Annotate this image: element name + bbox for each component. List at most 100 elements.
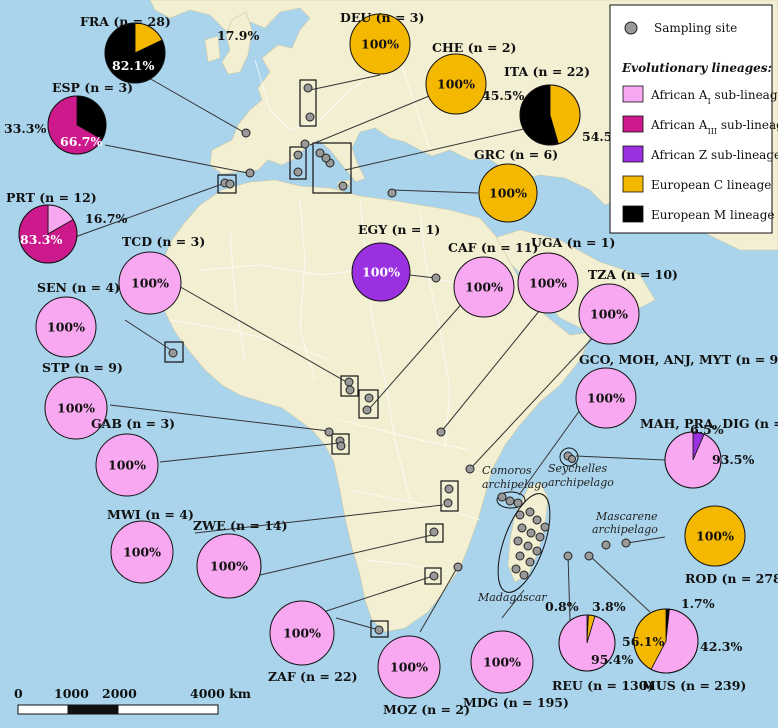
site bbox=[519, 570, 529, 580]
scale-bar: 0 1000 2000 4000 km bbox=[14, 686, 251, 715]
legend-swatch-african_z bbox=[622, 145, 644, 163]
pie-slice bbox=[478, 163, 538, 223]
box-tcd bbox=[340, 375, 359, 397]
pie-label: MAH, PRA, DIG (n = 123) bbox=[640, 416, 778, 431]
pie-outline bbox=[47, 95, 107, 155]
site bbox=[364, 393, 374, 403]
scale-tick-4000: 4000 km bbox=[190, 686, 251, 701]
madagascar-outline bbox=[497, 493, 551, 593]
site bbox=[525, 557, 535, 567]
pie-label: CHE (n = 2) bbox=[432, 40, 516, 55]
pie-label: MUS (n = 239) bbox=[642, 678, 746, 693]
site bbox=[515, 551, 525, 561]
pie-value-label: 100% bbox=[590, 307, 628, 322]
pie-slice bbox=[684, 505, 746, 567]
pie-value-label: 100% bbox=[123, 545, 161, 560]
site bbox=[513, 536, 523, 546]
pie-slice bbox=[44, 376, 108, 440]
pie-label: SEN (n = 4) bbox=[37, 280, 120, 295]
pie-mdg: 100% MDG (n = 195) bbox=[463, 630, 569, 710]
pie-slice bbox=[118, 251, 182, 315]
pie-grc: 100% GRC (n = 6) bbox=[474, 147, 558, 223]
site bbox=[387, 188, 397, 198]
legend-swatch-european_c bbox=[622, 175, 644, 193]
site bbox=[241, 128, 251, 138]
site bbox=[563, 551, 573, 561]
site bbox=[305, 112, 315, 122]
pie-value-label: 100% bbox=[131, 276, 169, 291]
site bbox=[513, 498, 523, 508]
box-zaf bbox=[370, 620, 389, 638]
pie-caf: 100% CAF (n = 11) bbox=[448, 240, 538, 318]
site bbox=[532, 515, 542, 525]
site bbox=[429, 527, 439, 537]
scale-seg-1 bbox=[17, 704, 69, 715]
pie-outline bbox=[633, 608, 699, 674]
sampling-boxes bbox=[164, 79, 459, 638]
legend-swatch-european_m bbox=[622, 205, 644, 223]
comoros-outline bbox=[496, 491, 526, 509]
pie-gab: 100% GAB (n = 3) bbox=[91, 416, 175, 497]
pie-label: ZAF (n = 22) bbox=[268, 669, 358, 684]
pie-tza: 100% TZA (n = 10) bbox=[578, 267, 678, 345]
pie-rod: 100% ROD (n = 278) bbox=[684, 505, 778, 586]
pie-slice bbox=[95, 433, 159, 497]
legend-label-european_m: European M lineage bbox=[651, 208, 774, 222]
legend-label-african_a3: African AIII sub-lineage bbox=[650, 118, 778, 136]
pie-label: EGY (n = 1) bbox=[358, 222, 440, 237]
pie-value-label: 100% bbox=[390, 660, 428, 675]
site-legend-icon bbox=[624, 21, 638, 35]
ireland bbox=[204, 35, 221, 63]
pie-value-label: 100% bbox=[696, 529, 734, 544]
pie-egy: 100% EGY (n = 1) bbox=[351, 222, 440, 302]
pie-slice bbox=[578, 283, 640, 345]
site bbox=[515, 510, 525, 520]
site bbox=[526, 528, 536, 538]
site bbox=[601, 540, 611, 550]
pie-label: TCD (n = 3) bbox=[122, 234, 205, 249]
site bbox=[540, 522, 550, 532]
pie-label: ROD (n = 278) bbox=[685, 571, 778, 586]
comoros-label-2: archipelago bbox=[482, 478, 548, 491]
pie-label: MDG (n = 195) bbox=[463, 695, 569, 710]
site bbox=[535, 532, 545, 542]
pie-value-label: 16.7% bbox=[85, 211, 127, 226]
seychelles-label-2: archipelago bbox=[548, 476, 614, 489]
pie-value-label: 95.4% bbox=[591, 652, 633, 667]
pie-value-label: 100% bbox=[483, 655, 521, 670]
pie-zaf: 100% ZAF (n = 22) bbox=[268, 600, 358, 684]
site bbox=[315, 148, 325, 158]
box-zwe bbox=[425, 523, 444, 543]
site bbox=[303, 83, 313, 93]
pie-value-label: 100% bbox=[489, 186, 527, 201]
pie-outline bbox=[664, 431, 722, 489]
pie-value-label: 100% bbox=[465, 280, 503, 295]
site bbox=[374, 625, 384, 635]
site bbox=[225, 179, 235, 189]
legend-label-african_z: African Z sub-lineage bbox=[650, 148, 778, 162]
pie-value-label: 45.5% bbox=[482, 88, 524, 103]
site bbox=[436, 427, 446, 437]
seychelles-label-1: Seychelles bbox=[548, 462, 608, 475]
pie-value-label: 3.8% bbox=[592, 599, 626, 614]
pie-label: REU (n = 130) bbox=[552, 678, 653, 693]
box-deu bbox=[299, 79, 317, 127]
site bbox=[621, 538, 631, 548]
pie-value-label: 100% bbox=[437, 77, 475, 92]
site bbox=[465, 464, 475, 474]
site bbox=[443, 498, 453, 508]
pie-label: GAB (n = 3) bbox=[91, 416, 175, 431]
pie-uga: 100% UGA (n = 1) bbox=[517, 235, 615, 314]
pie-label: TZA (n = 10) bbox=[588, 267, 678, 282]
site bbox=[523, 541, 533, 551]
pie-label: MWI (n = 4) bbox=[107, 507, 194, 522]
pie-value-label: 100% bbox=[283, 626, 321, 641]
pie-value-label: 93.5% bbox=[712, 452, 754, 467]
british-isles bbox=[221, 11, 253, 75]
scale-seg-2 bbox=[67, 704, 119, 715]
pie-slice bbox=[425, 53, 487, 115]
pie-moz: 100% MOZ (n = 2) bbox=[377, 635, 470, 717]
pie-reu: 0.8% 3.8% 95.4% REU (n = 130) bbox=[545, 599, 653, 693]
pie-value-label: 33.3% bbox=[4, 121, 46, 136]
pie-value-label: 6.5% bbox=[690, 422, 724, 437]
